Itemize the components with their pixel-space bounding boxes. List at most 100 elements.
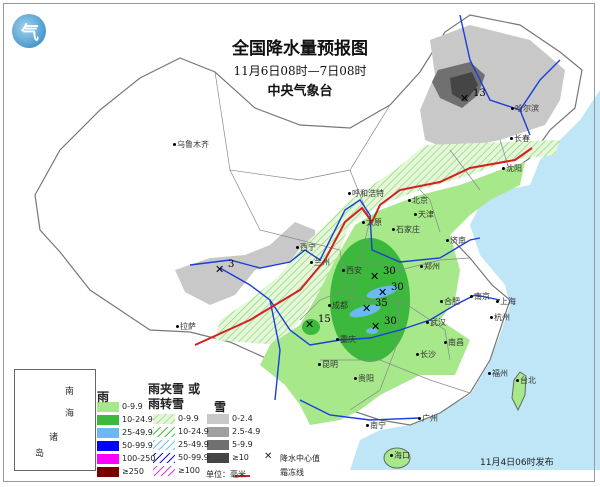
precip-center-icon: ✕ [215, 263, 225, 276]
ocean [350, 90, 600, 470]
city-label: 济南 [446, 236, 466, 246]
precip-center-icon: ✕ [305, 318, 315, 331]
inset-label: 岛 [35, 449, 45, 459]
precip-center-value: 35 [375, 298, 388, 309]
precip-center-icon: ✕ [460, 92, 470, 105]
precip-center-value: 15 [318, 314, 331, 325]
precip-center-value: 30 [384, 316, 397, 327]
city-label: 乌鲁木齐 [173, 140, 209, 150]
city-label: 海口 [390, 451, 410, 461]
snow-area-northeast [420, 25, 565, 150]
city-label: 呼和浩特 [348, 189, 384, 199]
city-label: 拉萨 [176, 322, 196, 332]
precip-center-value: 13 [473, 88, 486, 99]
legend-label-mixed: 10-24.9 [178, 427, 209, 436]
precip-center-icon: ✕ [378, 286, 388, 299]
legend-swatch-snow [207, 427, 229, 437]
map-period: 11月6日08时—7日08时 [233, 64, 367, 78]
city-label: 天津 [414, 210, 434, 220]
legend-unit: 单位：毫米 [206, 470, 246, 479]
rain-area-heavy-1 [366, 285, 398, 299]
legend-snow-heading: 雪 [214, 400, 227, 414]
legend-swatch-rain [97, 415, 119, 425]
legend-swatches [97, 402, 229, 477]
city-label: 上海 [496, 297, 516, 307]
legend-label-mixed: 0-9.9 [178, 414, 199, 423]
map-agency: 中央气象台 [267, 84, 333, 99]
legend-label-mixed: 25-49.9 [178, 440, 209, 449]
precip-center-value: 30 [391, 282, 404, 293]
precip-center-value: 30 [383, 266, 396, 277]
city-label: 哈尔滨 [511, 104, 539, 114]
city-label: 福州 [488, 369, 508, 379]
legend-label-rain: 10-24.9 [122, 415, 153, 424]
city-label: 合肥 [440, 297, 460, 307]
center-marker-icon: ✕ [264, 451, 273, 462]
city-label: 郑州 [420, 262, 440, 272]
snow-area-northeast-severe [450, 72, 478, 102]
issued-time: 11月4日06时发布 [480, 458, 554, 468]
inset-label: 诸 [49, 433, 59, 443]
legend-swatch-rain [97, 441, 119, 451]
legend-mixed-heading: 雨夹雪 或雨转雪 [148, 382, 201, 411]
map-frame [3, 3, 595, 482]
legend-swatch-mixed [153, 466, 175, 476]
legend-swatch-mixed [153, 427, 175, 437]
city-label: 沈阳 [502, 164, 522, 174]
city-label: 西宁 [296, 243, 316, 253]
city-label: 武汉 [426, 318, 446, 328]
legend-label-mixed: 50-99.9 [178, 453, 209, 462]
legend-swatch-snow [207, 440, 229, 450]
rain-area-heavy-3 [366, 328, 378, 334]
city-label: 西安 [342, 266, 362, 276]
legend-swatch-mixed [153, 414, 175, 424]
legend-rain-heading: 雨 [97, 390, 110, 404]
rain-area-heavy-2 [349, 304, 381, 318]
precip-center-icon: ✕ [362, 302, 372, 315]
legend-label-snow: ≥10 [232, 453, 249, 462]
city-label: 长沙 [416, 350, 436, 360]
legend-swatch-mixed [153, 453, 175, 463]
legend-swatch-rain [97, 428, 119, 438]
legend-swatch-snow [207, 414, 229, 424]
city-label: 南宁 [366, 421, 386, 431]
city-label: 石家庄 [392, 225, 420, 235]
city-label: 成都 [328, 301, 348, 311]
city-label: 长春 [510, 134, 530, 144]
legend-swatch-snow [207, 453, 229, 463]
precip-center-icon: ✕ [371, 320, 381, 333]
city-label: 昆明 [318, 360, 338, 370]
city-label: 台北 [516, 376, 536, 386]
legend-swatch-rain [97, 402, 119, 412]
city-label: 重庆 [336, 335, 356, 345]
legend-swatch-rain [97, 467, 119, 477]
rain-area-moderate-sw [302, 319, 320, 335]
city-label: 南京 [470, 292, 490, 302]
legend-label-rain: 25-49.9 [122, 428, 153, 437]
logo-glyph: 气 [21, 23, 39, 44]
city-label: 太原 [362, 218, 382, 228]
legend-center-label: 降水中心值 [280, 454, 320, 463]
legend-swatch-rain [97, 454, 119, 464]
city-label: 南昌 [444, 338, 464, 348]
city-label: 广州 [418, 414, 438, 424]
city-label: 北京 [408, 196, 428, 206]
inset-label: 南 [65, 387, 75, 397]
mixed-area-hatched [215, 140, 560, 345]
precip-center-icon: ✕ [370, 270, 380, 283]
city-label: 兰州 [310, 258, 330, 268]
legend-frost-label: 霜冻线 [280, 468, 304, 477]
precip-center-value: 3 [228, 259, 235, 270]
legend-label-snow: 5-9.9 [232, 440, 253, 449]
cma-logo: 气 [12, 14, 46, 48]
city-label: 杭州 [490, 313, 510, 323]
south-china-sea-inset: 南 海 诸 岛 [14, 369, 96, 471]
map-title: 全国降水量预报图 [232, 39, 368, 59]
legend-label-mixed: ≥100 [178, 466, 200, 475]
legend-swatch-mixed [153, 440, 175, 450]
inset-label: 海 [65, 409, 75, 419]
legend-label-rain: 0-9.9 [122, 402, 143, 411]
legend-label-rain: 50-99.9 [122, 441, 153, 450]
legend-label-rain: ≥250 [122, 467, 144, 476]
